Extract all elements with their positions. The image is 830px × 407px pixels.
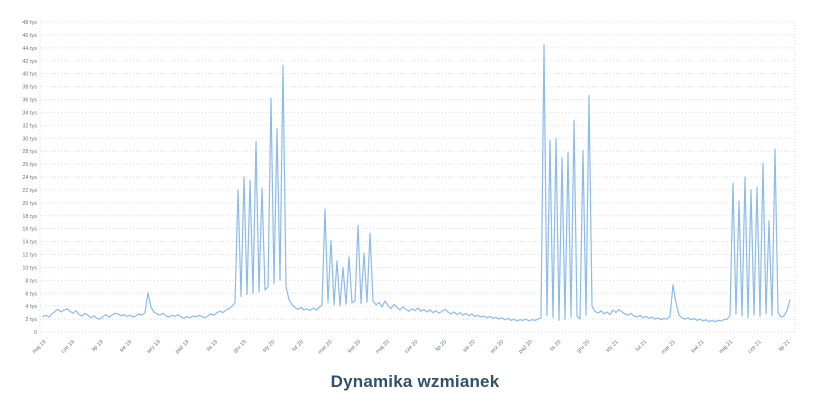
x-axis-tick-label: sie 19 xyxy=(119,339,134,354)
x-axis-tick-label: cze 20 xyxy=(404,339,420,355)
chart-title: Dynamika wzmianek xyxy=(330,372,500,391)
x-axis-tick-label: kwi 20 xyxy=(347,339,362,354)
y-axis-tick-label: 26 tys xyxy=(22,162,37,168)
x-axis-tick-label: mar 21 xyxy=(661,339,677,355)
y-axis-tick-label: 0 xyxy=(34,330,37,336)
x-axis-tick-label: cze 21 xyxy=(747,339,763,355)
x-axis-tick-label: maj 20 xyxy=(375,339,391,355)
y-axis-tick-label: 6 tys xyxy=(25,291,37,297)
x-axis-tick-label: maj 21 xyxy=(718,339,734,355)
y-axis-tick-label: 20 tys xyxy=(22,201,37,207)
y-axis-tick-label: 4 tys xyxy=(25,304,37,310)
y-axis-tick-label: 36 tys xyxy=(22,98,37,104)
y-axis-tick-label: 16 tys xyxy=(22,227,37,233)
y-axis-tick-label: 34 tys xyxy=(22,110,37,116)
y-axis-tick-label: 38 tys xyxy=(22,85,37,91)
chart-canvas: 48 tys 46 tys 44 tys 42 tys 40 tys 38 tys 36 t… xyxy=(22,20,796,356)
y-axis-tick-label: 28 tys xyxy=(22,149,37,155)
x-axis-tick-label: sty 21 xyxy=(605,339,620,354)
x-axis-tick-label: paź 20 xyxy=(518,339,534,355)
x-axis-tick-label: mar 20 xyxy=(317,339,333,355)
x-axis-tick-label: lip 19 xyxy=(91,339,105,353)
x-axis-tick-label: wrz 19 xyxy=(145,339,161,355)
x-axis-tick-label: lip 20 xyxy=(434,339,448,353)
x-axis-tick-label: lut 20 xyxy=(291,339,305,353)
x-axis-tick-label: lut 21 xyxy=(635,339,649,353)
x-axis-tick-label: sie 20 xyxy=(462,339,477,354)
mentions-line-chart: 48 tys 46 tys 44 tys 42 tys 40 tys 38 tys 36 t… xyxy=(22,20,796,356)
y-axis-tick-label: 2 tys xyxy=(25,317,37,323)
y-axis-tick-label: 48 tys xyxy=(22,20,37,26)
y-axis-tick-label: 8 tys xyxy=(25,278,37,284)
x-axis-tick-label: lis 19 xyxy=(206,339,219,352)
x-axis-tick-label: wrz 20 xyxy=(489,339,505,355)
x-axis-tick-label: gru 20 xyxy=(576,339,591,354)
x-axis-tick-label: kwi 21 xyxy=(690,339,705,354)
x-axis-tick-label: lis 20 xyxy=(549,339,562,352)
y-axis-tick-label: 30 tys xyxy=(22,136,37,142)
y-axis-tick-label: 40 tys xyxy=(22,72,37,78)
y-axis-tick-label: 22 tys xyxy=(22,188,37,194)
y-axis-tick-label: 12 tys xyxy=(22,253,37,259)
x-axis-tick-label: sty 20 xyxy=(262,339,277,354)
mentions-series-line xyxy=(42,43,791,323)
x-axis-tick-label: gru 19 xyxy=(232,339,247,354)
y-axis-tick-label: 10 tys xyxy=(22,265,37,271)
y-axis-tick-label: 44 tys xyxy=(22,46,37,52)
x-axis-tick-label: paź 19 xyxy=(175,339,191,355)
y-axis-tick-label: 14 tys xyxy=(22,240,37,246)
x-axis-tick-label: lip 21 xyxy=(778,339,792,353)
y-axis-tick-label: 18 tys xyxy=(22,214,37,220)
x-axis-tick-label: maj 19 xyxy=(31,339,47,355)
x-axis-tick-label: cze 19 xyxy=(60,339,76,355)
y-axis-tick-label: 46 tys xyxy=(22,33,37,39)
y-axis-tick-label: 42 tys xyxy=(22,59,37,65)
y-axis-tick-label: 32 tys xyxy=(22,123,37,129)
y-axis-tick-label: 24 tys xyxy=(22,175,37,181)
